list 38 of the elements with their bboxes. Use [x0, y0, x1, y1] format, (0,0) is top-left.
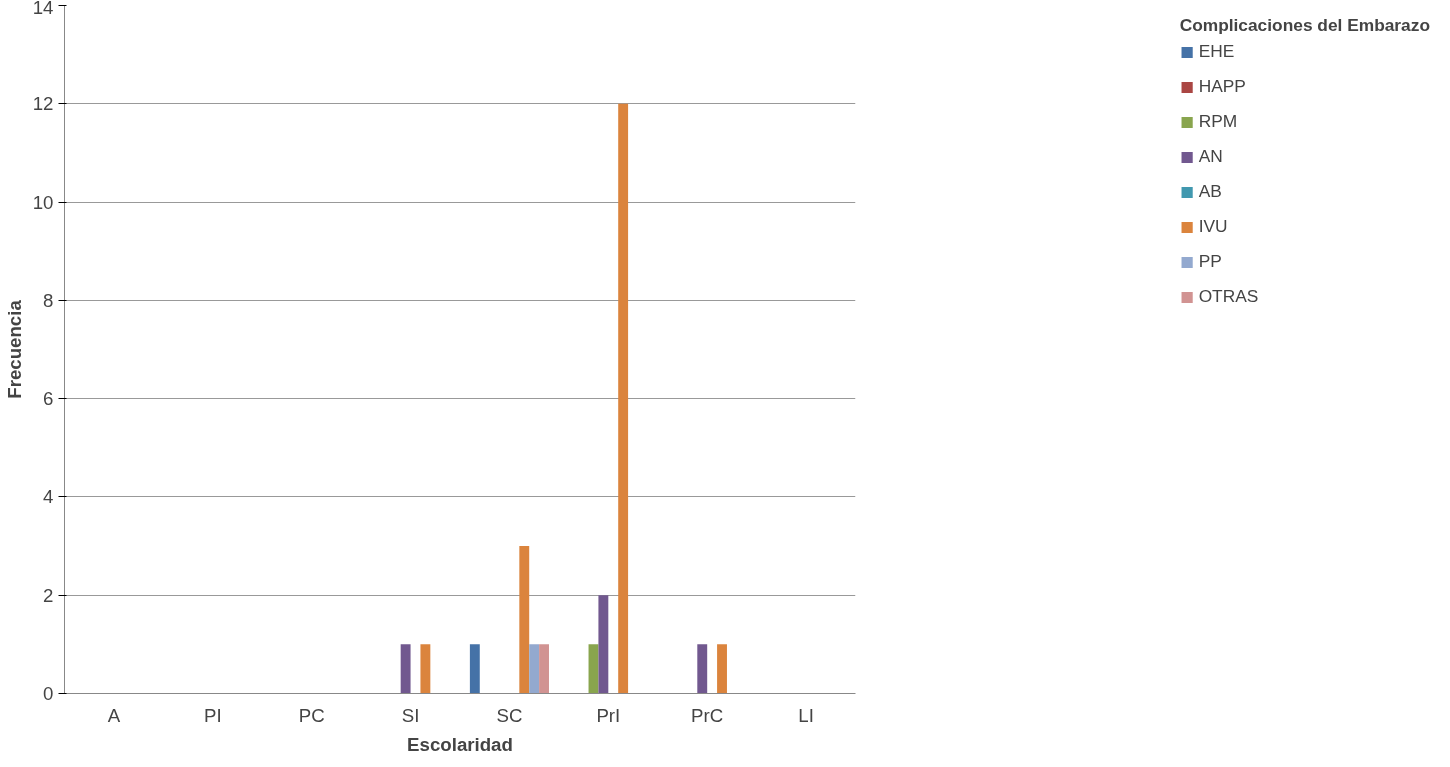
y-tick-label: 0: [43, 683, 54, 704]
x-tick-label: PI: [204, 704, 222, 726]
legend-label: RPM: [1198, 111, 1238, 132]
x-tick-label: A: [107, 704, 121, 726]
legend-label: IVU: [1198, 216, 1228, 237]
bar: [598, 595, 609, 694]
x-tick-label: PC: [298, 704, 325, 726]
legend-label: OTRAS: [1198, 286, 1259, 307]
x-tick-label: PrC: [691, 704, 724, 726]
bar: [529, 644, 540, 694]
y-axis-title: Frecuencia: [3, 299, 25, 399]
x-tick-label: SI: [401, 704, 420, 726]
y-tick-label: 4: [43, 486, 54, 508]
x-axis-title: Escolaridad: [407, 733, 513, 755]
bar: [469, 644, 480, 694]
y-tick-label: 8: [43, 289, 54, 311]
x-tick-label: SC: [496, 704, 523, 726]
bar: [420, 644, 431, 694]
bar: [588, 644, 599, 694]
y-tick-label: 6: [43, 388, 54, 410]
legend-label: HAPP: [1198, 76, 1246, 97]
legend-title: Complicaciones del Embarazo: [1179, 15, 1430, 36]
bar: [717, 644, 727, 694]
legend-label: AN: [1198, 146, 1223, 167]
legend-label: AB: [1198, 181, 1222, 202]
y-tick-label: 2: [43, 584, 54, 606]
bar: [539, 644, 549, 694]
y-tick-label: 10: [32, 191, 54, 213]
bar: [618, 103, 629, 694]
legend-label: PP: [1198, 251, 1222, 272]
bar: [400, 644, 411, 694]
y-tick-label: 12: [32, 93, 54, 115]
bar: [519, 546, 530, 694]
bar: [697, 644, 708, 694]
y-tick-label: 14: [32, 0, 54, 18]
x-tick-label: LI: [798, 704, 814, 726]
x-tick-label: PrI: [596, 704, 621, 726]
legend-label: EHE: [1198, 41, 1235, 62]
